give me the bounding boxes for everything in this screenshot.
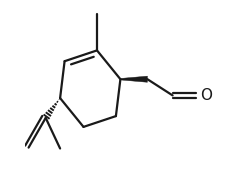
Polygon shape xyxy=(120,76,147,82)
Text: O: O xyxy=(200,88,212,103)
